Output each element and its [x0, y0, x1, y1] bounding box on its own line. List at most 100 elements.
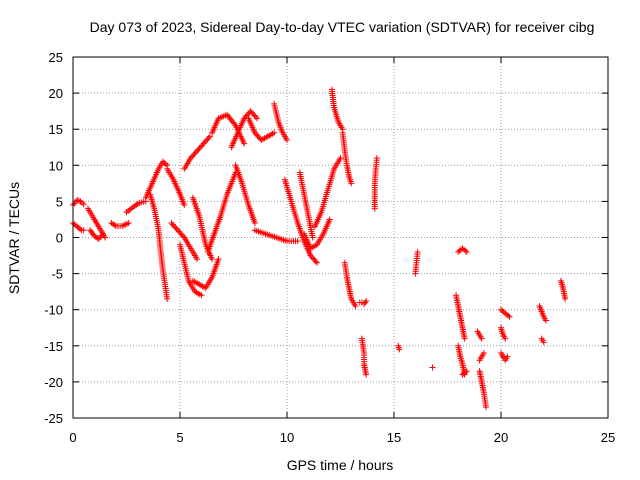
y-tick-labels: -25 -20 -15 -10 -5 0 5 10 15 20 25 — [44, 50, 63, 426]
data-point — [172, 224, 179, 231]
data-point — [414, 248, 421, 255]
grid — [73, 57, 608, 418]
data-point — [254, 115, 261, 122]
data-point — [362, 299, 369, 306]
series-seg10 — [168, 220, 201, 263]
series-seg33 — [412, 248, 421, 277]
data-point — [504, 353, 511, 360]
data-point — [462, 369, 469, 376]
y-axis-label: SDTVAR / TECUs — [6, 182, 22, 294]
data-point — [363, 298, 370, 305]
data-point — [196, 144, 203, 151]
data-point — [168, 220, 175, 227]
data-point — [251, 112, 258, 119]
data-point — [254, 132, 261, 139]
data-point — [94, 234, 101, 241]
data-point — [461, 335, 468, 342]
data-point — [80, 201, 87, 208]
series-seg21 — [271, 100, 290, 144]
data-point — [313, 259, 320, 266]
data-point — [188, 153, 195, 160]
series-seg38 — [459, 368, 470, 378]
data-point — [198, 292, 205, 299]
series-seg47 — [557, 277, 569, 302]
data-point — [178, 231, 185, 238]
data-point — [204, 136, 211, 143]
series-seg41 — [476, 368, 490, 411]
series-seg30 — [358, 335, 370, 378]
series-seg45 — [536, 303, 549, 324]
y-tick-label: -15 — [44, 339, 63, 354]
series-seg18 — [232, 162, 258, 227]
data-point — [181, 202, 188, 209]
data-point — [241, 140, 248, 147]
y-tick-label: -5 — [51, 267, 63, 282]
data-point — [294, 238, 301, 245]
data-point — [307, 252, 314, 259]
data-point — [255, 134, 262, 141]
x-tick-labels: 0 5 10 15 20 25 — [69, 430, 615, 445]
data-point — [215, 256, 222, 263]
series-seg43 — [498, 306, 513, 320]
data-point — [483, 404, 490, 411]
series-seg32 — [395, 342, 403, 353]
data-point — [191, 150, 198, 157]
series-seg15 — [204, 169, 239, 255]
x-tick-label: 0 — [69, 430, 76, 445]
series-seg46 — [538, 335, 547, 346]
data-point — [194, 256, 201, 263]
series-seg28 — [341, 259, 359, 310]
y-tick-label: 10 — [49, 158, 63, 173]
data-point — [271, 129, 278, 136]
series-seg44 — [498, 350, 511, 364]
data-point — [206, 133, 213, 140]
series-seg03 — [84, 205, 109, 241]
series-seg04 — [87, 227, 106, 242]
y-tick-label: 5 — [56, 194, 63, 209]
data-point — [506, 313, 513, 320]
series-seg34 — [429, 364, 436, 371]
plot-frame — [72, 56, 609, 419]
data-point — [310, 255, 317, 262]
data-point — [209, 256, 216, 263]
data-point — [478, 335, 485, 342]
data-point — [179, 233, 186, 240]
data-point — [169, 221, 176, 228]
data-point — [195, 146, 202, 153]
data-point — [480, 350, 487, 357]
data-point — [542, 317, 549, 324]
series-seg40 — [476, 350, 487, 364]
series-seg08 — [147, 191, 171, 302]
data-point — [203, 137, 210, 144]
x-tick-label: 5 — [176, 430, 183, 445]
data-point — [247, 108, 254, 115]
data-point — [199, 142, 206, 149]
data-point — [187, 155, 194, 162]
data-point — [164, 295, 171, 302]
series-seg23 — [296, 169, 316, 241]
series-seg20 — [251, 227, 301, 245]
data-point — [308, 253, 315, 260]
series-seg12 — [189, 256, 222, 292]
x-tick-label: 15 — [387, 430, 401, 445]
data-point — [429, 364, 436, 371]
series-seg05 — [108, 220, 132, 229]
x-tick-label: 25 — [601, 430, 615, 445]
data-point — [463, 368, 470, 375]
data-point — [173, 225, 180, 232]
series-seg39 — [474, 328, 485, 342]
data-point — [352, 303, 359, 310]
series-seg29 — [356, 298, 370, 307]
data-point — [250, 111, 257, 118]
data-point — [311, 256, 318, 263]
series-seg25 — [311, 155, 344, 230]
data-point — [205, 134, 212, 141]
data-point — [462, 247, 469, 254]
y-tick-label: -20 — [44, 375, 63, 390]
series-seg13 — [181, 133, 213, 172]
y-tick-label: -25 — [44, 411, 63, 426]
y-tick-label: 0 — [56, 231, 63, 246]
series-seg01 — [70, 220, 87, 234]
x-tick-label: 20 — [494, 430, 508, 445]
